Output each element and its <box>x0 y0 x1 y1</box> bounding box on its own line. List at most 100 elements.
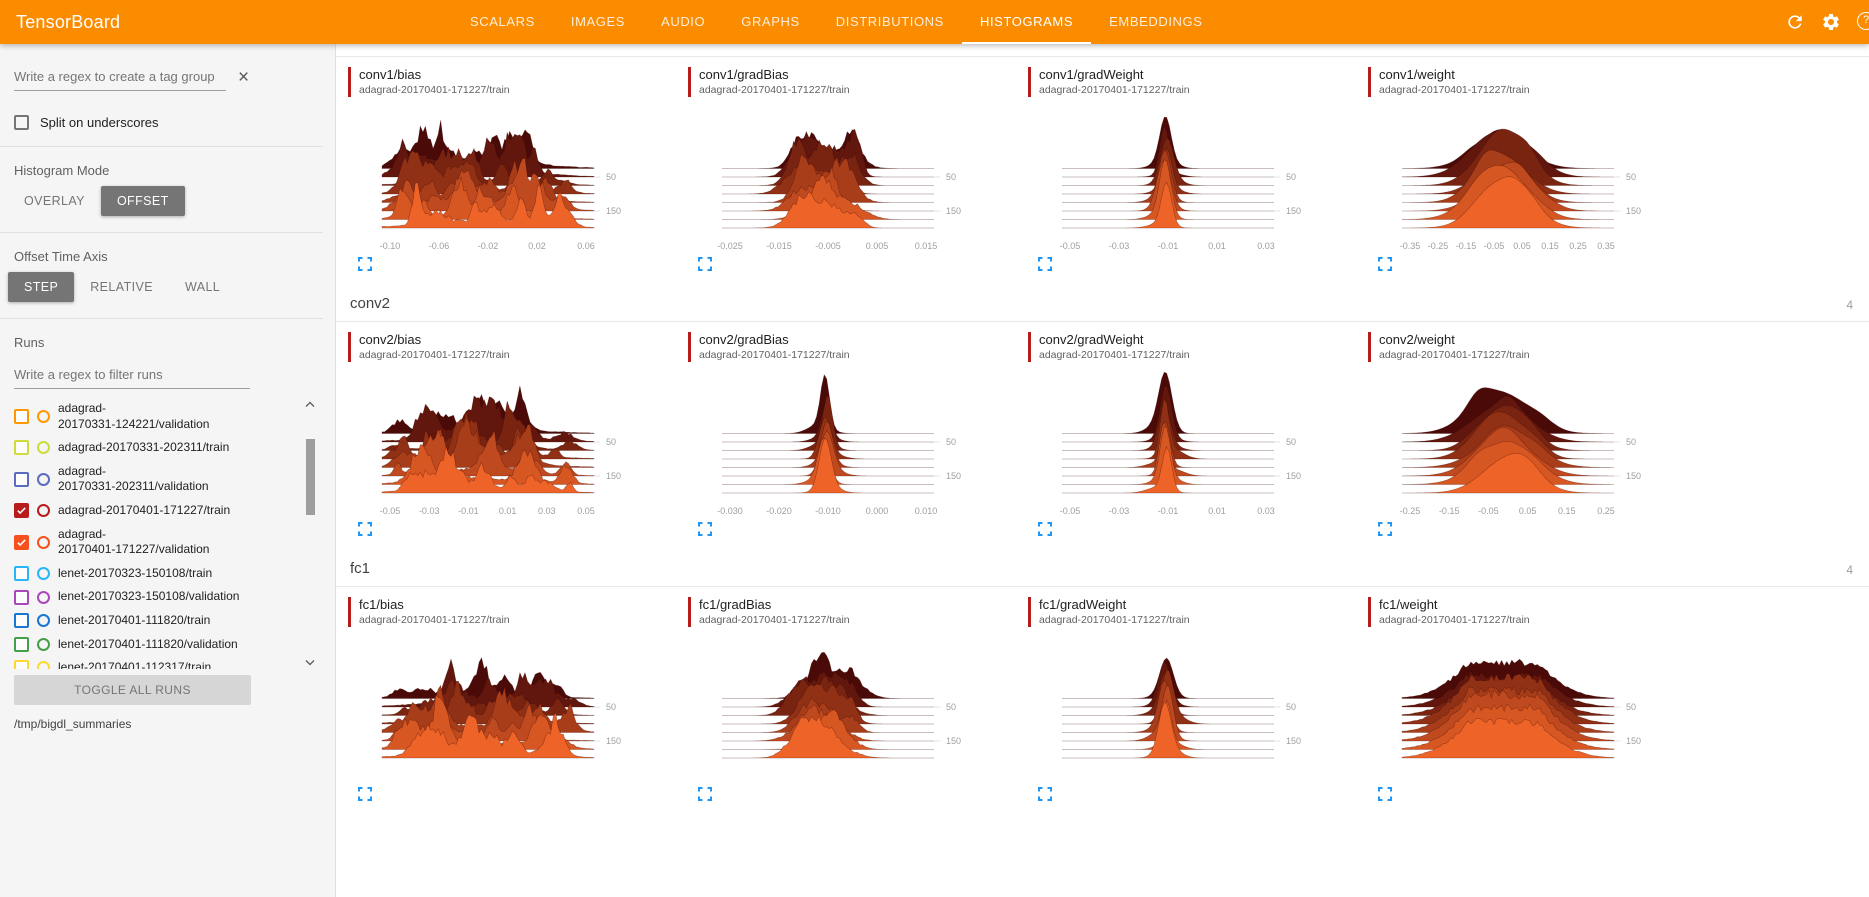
svg-text:-0.03: -0.03 <box>419 506 440 516</box>
group-header[interactable]: fc1 4 <box>336 544 1869 587</box>
option-overlay-button[interactable]: OVERLAY <box>8 186 101 216</box>
histogram-chart[interactable]: 50 150 <box>1036 633 1336 785</box>
expand-card-button[interactable] <box>358 522 374 538</box>
expand-card-button[interactable] <box>1378 257 1394 273</box>
run-color-swatch-icon[interactable] <box>37 535 50 549</box>
run-item[interactable]: adagrad- 20170331-202311/validation <box>14 460 296 499</box>
toggle-all-runs-button[interactable]: TOGGLE ALL RUNS <box>14 675 251 705</box>
run-item[interactable]: lenet-20170401-111820/train <box>14 609 296 633</box>
run-color-swatch-icon[interactable] <box>37 590 50 604</box>
tab-histograms[interactable]: HISTOGRAMS <box>962 0 1091 44</box>
runs-scrollbar[interactable] <box>302 397 318 669</box>
tag-filter-row: × <box>14 64 335 91</box>
run-color-bar <box>1368 332 1371 362</box>
option-step-button[interactable]: STEP <box>8 272 75 302</box>
scroll-down-icon[interactable] <box>304 655 316 669</box>
histogram-chart[interactable]: 50 150 -0.35 -0.25 -0.15 -0.05 0.05 0.15 0.25 0.3… <box>1376 103 1676 255</box>
help-icon[interactable]: ? <box>1857 12 1869 32</box>
expand-card-button[interactable] <box>698 787 714 803</box>
expand-card-button[interactable] <box>1378 522 1394 538</box>
run-checkbox-icon[interactable] <box>14 409 29 425</box>
group-header[interactable]: conv2 4 <box>336 279 1869 322</box>
option-offset-button[interactable]: OFFSET <box>100 186 185 216</box>
histogram-chart[interactable]: 50 150 <box>696 633 996 785</box>
histogram-chart[interactable]: 50 150 -0.025 -0.015 -0.005 0.005 0.015 <box>696 103 996 255</box>
run-color-bar <box>1368 597 1371 627</box>
svg-text:0.05: 0.05 <box>1513 241 1531 251</box>
tab-embeddings[interactable]: EMBEDDINGS <box>1109 14 1203 29</box>
expand-card-button[interactable] <box>1378 787 1394 803</box>
run-color-swatch-icon[interactable] <box>37 410 50 424</box>
clear-filter-icon[interactable]: × <box>238 67 250 88</box>
run-item[interactable]: adagrad- 20170401-171227/validation <box>14 523 296 562</box>
tab-graphs[interactable]: GRAPHS <box>741 14 800 29</box>
card-titles: conv2/weight adagrad-20170401-171227/trai… <box>1379 332 1530 362</box>
svg-text:-0.005: -0.005 <box>815 241 841 251</box>
group-conv2: conv2 4 conv2/bias adagrad-20170401-171227/… <box>336 279 1869 544</box>
scroll-up-icon[interactable] <box>304 397 316 411</box>
run-item[interactable]: adagrad- 20170331-124221/validation <box>14 397 296 436</box>
histogram-chart[interactable]: 50 150 -0.05 -0.03 -0.01 0.01 0.03 <box>1036 103 1336 255</box>
expand-icon <box>1378 257 1392 271</box>
refresh-icon[interactable] <box>1785 12 1805 32</box>
run-checkbox-icon[interactable] <box>14 503 29 519</box>
histogram-chart[interactable]: 50 150 -0.030 -0.020 -0.010 0.000 0.010 <box>696 368 996 520</box>
tab-scalars[interactable]: SCALARS <box>470 14 535 29</box>
run-checkbox-icon[interactable] <box>14 589 29 605</box>
group-header[interactable] <box>336 44 1869 57</box>
histogram-chart[interactable]: 50 150 -0.25 -0.15 -0.05 0.05 0.15 0.25 <box>1376 368 1676 520</box>
histogram-chart[interactable]: 50 150 <box>356 633 656 785</box>
run-checkbox-icon[interactable] <box>14 613 29 629</box>
tab-audio[interactable]: AUDIO <box>661 14 706 29</box>
card-row: conv1/bias adagrad-20170401-171227/train 5… <box>336 57 1869 279</box>
run-item[interactable]: lenet-20170401-111820/validation <box>14 633 296 657</box>
expand-icon <box>698 522 712 536</box>
run-checkbox-icon[interactable] <box>14 534 29 550</box>
scrollbar-track[interactable] <box>305 411 315 655</box>
offset-time-axis-label: Offset Time Axis <box>14 249 108 264</box>
run-color-swatch-icon[interactable] <box>37 661 50 669</box>
expand-card-button[interactable] <box>698 257 714 273</box>
run-color-swatch-icon[interactable] <box>37 567 50 581</box>
divider <box>0 232 323 233</box>
run-checkbox-icon[interactable] <box>14 660 29 669</box>
svg-text:50: 50 <box>1286 437 1296 447</box>
expand-card-button[interactable] <box>358 257 374 273</box>
run-color-swatch-icon[interactable] <box>37 472 50 486</box>
run-color-swatch-icon[interactable] <box>37 441 50 455</box>
run-checkbox-icon[interactable] <box>14 440 29 456</box>
tab-images[interactable]: IMAGES <box>570 14 626 29</box>
expand-card-button[interactable] <box>1038 787 1054 803</box>
run-checkbox-icon[interactable] <box>14 471 29 487</box>
card-title-row: conv1/gradBias adagrad-20170401-171227/tr… <box>688 67 1028 97</box>
histogram-chart[interactable]: 50 150 <box>1376 633 1676 785</box>
option-wall-button[interactable]: WALL <box>169 272 236 302</box>
run-item[interactable]: adagrad-20170401-171227/train <box>14 499 296 523</box>
tag-filter-input[interactable] <box>14 64 226 91</box>
card-title-row: conv2/gradWeight adagrad-20170401-171227/… <box>1028 332 1368 362</box>
run-item[interactable]: lenet-20170401-112317/train <box>14 656 296 669</box>
histogram-chart[interactable]: 50 150 -0.05 -0.03 -0.01 0.01 0.03 <box>1036 368 1336 520</box>
run-checkbox-icon[interactable] <box>14 636 29 652</box>
option-relative-button[interactable]: RELATIVE <box>74 272 169 302</box>
tab-distributions[interactable]: DISTRIBUTIONS <box>835 14 944 29</box>
run-color-swatch-icon[interactable] <box>37 637 50 651</box>
expand-card-button[interactable] <box>1038 257 1054 273</box>
histogram-chart[interactable]: 50 150 -0.10 -0.06 -0.02 0.02 0.06 <box>356 103 656 255</box>
split-on-underscores-checkbox[interactable]: Split on underscores <box>14 115 335 130</box>
settings-gear-icon[interactable] <box>1821 12 1841 32</box>
expand-card-button[interactable] <box>358 787 374 803</box>
run-item[interactable]: adagrad-20170331-202311/train <box>14 436 296 460</box>
run-item[interactable]: lenet-20170323-150108/train <box>14 562 296 586</box>
expand-card-button[interactable] <box>1038 522 1054 538</box>
run-color-swatch-icon[interactable] <box>37 504 50 518</box>
run-item[interactable]: lenet-20170323-150108/validation <box>14 585 296 609</box>
run-checkbox-icon[interactable] <box>14 566 29 582</box>
histogram-chart[interactable]: 50 150 -0.05 -0.03 -0.01 0.01 0.03 0.05 <box>356 368 656 520</box>
card-title-row: conv2/bias adagrad-20170401-171227/train <box>348 332 688 362</box>
svg-text:0.01: 0.01 <box>1208 241 1226 251</box>
expand-card-button[interactable] <box>698 522 714 538</box>
runs-filter-input[interactable] <box>14 362 250 389</box>
scrollbar-thumb[interactable] <box>305 439 315 515</box>
run-color-swatch-icon[interactable] <box>37 614 50 628</box>
